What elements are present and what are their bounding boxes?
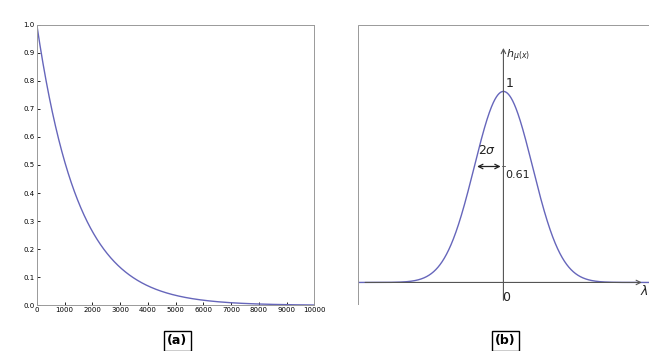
Text: 0: 0 bbox=[502, 291, 510, 304]
Text: $\lambda$: $\lambda$ bbox=[640, 284, 649, 298]
Text: 0.61: 0.61 bbox=[505, 170, 530, 180]
Bar bbox=[358, 25, 649, 305]
Text: 1: 1 bbox=[506, 77, 514, 90]
Text: (a): (a) bbox=[167, 335, 187, 347]
Text: $2\sigma$: $2\sigma$ bbox=[478, 144, 496, 157]
Text: (b): (b) bbox=[495, 335, 515, 347]
Text: $h_{\mu(x)}$: $h_{\mu(x)}$ bbox=[506, 48, 530, 64]
